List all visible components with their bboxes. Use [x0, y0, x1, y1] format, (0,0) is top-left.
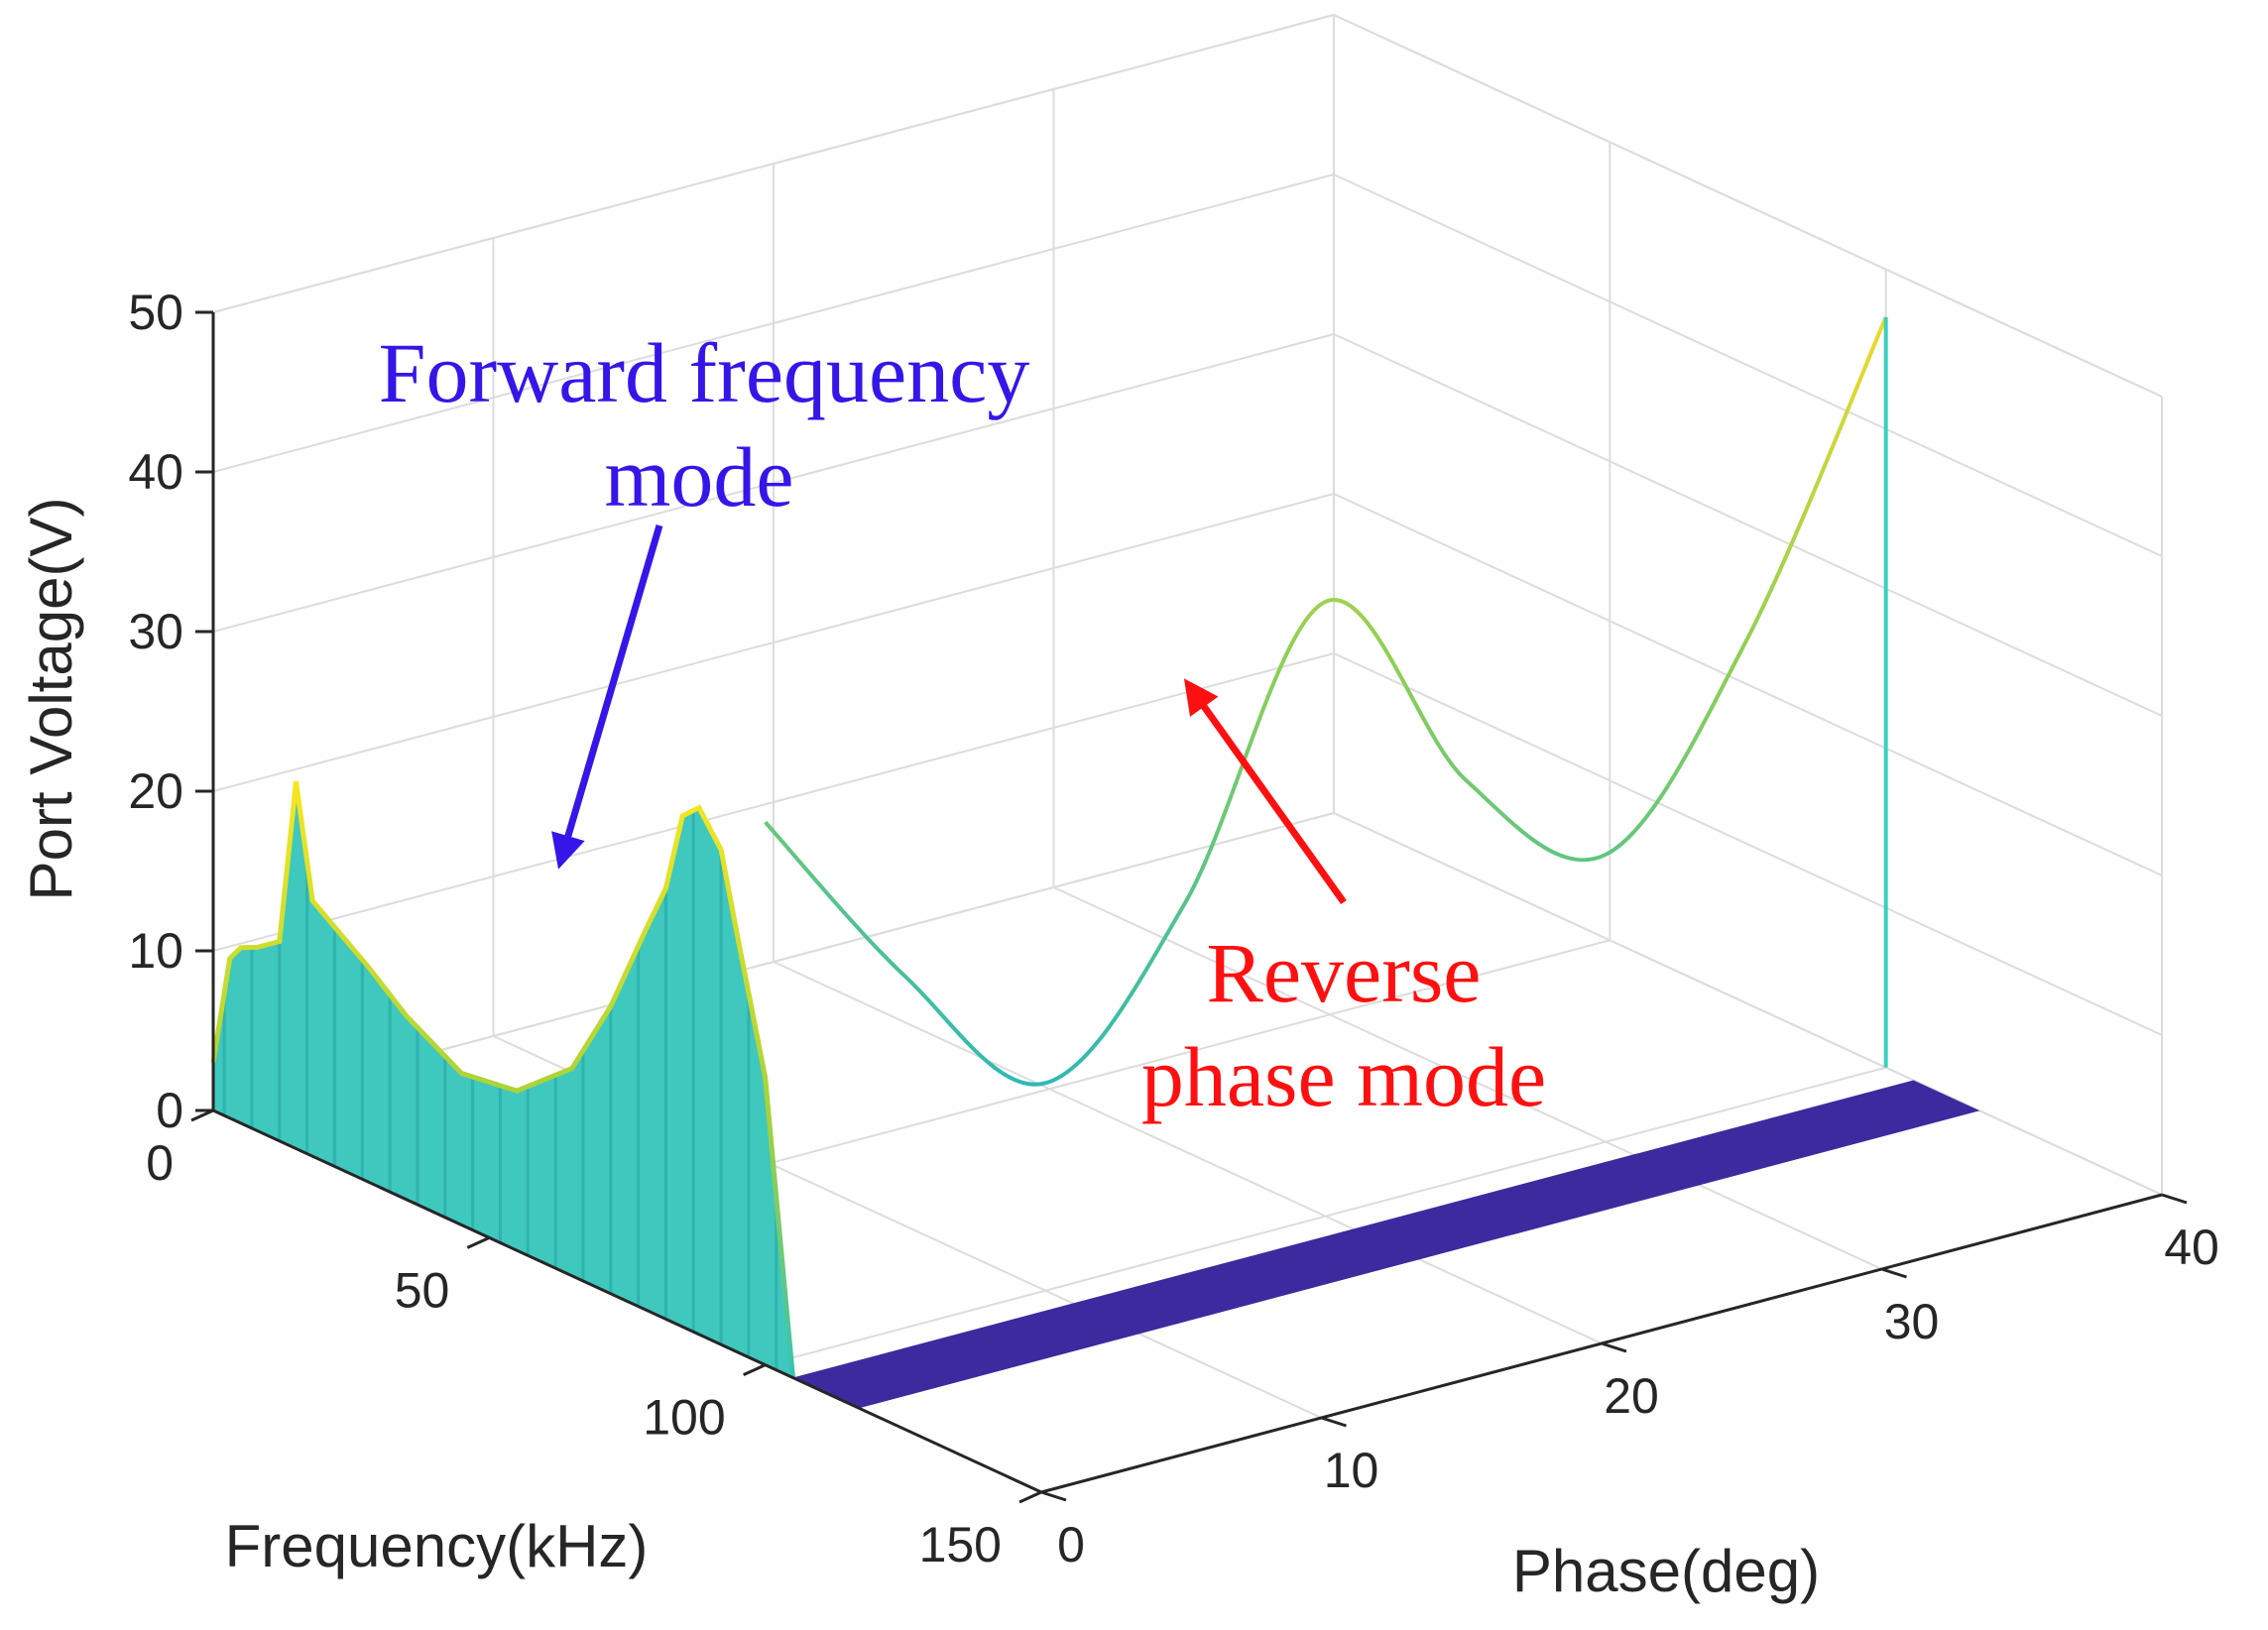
- y-tick-label: 40: [2164, 1220, 2219, 1275]
- x-tick-label: 50: [395, 1262, 450, 1318]
- grid-line: [1333, 14, 2163, 398]
- reverse-annotation-arrow: [1183, 678, 1347, 905]
- x-tick-label: 150: [919, 1517, 1002, 1572]
- x-tick-label: 100: [643, 1390, 725, 1446]
- forward-annotation-line1: Forward frequency: [379, 325, 1030, 420]
- y-tick-label: 20: [1604, 1368, 1659, 1424]
- floor-strip: [792, 1080, 1980, 1409]
- forward-frequency-surface: [213, 781, 793, 1378]
- z-tick-label: 10: [128, 923, 183, 979]
- y-axis-label: Phase(deg): [1512, 1538, 1820, 1604]
- grid-line: [773, 961, 1603, 1344]
- x-axis-label: Frequency(kHz): [225, 1513, 649, 1579]
- y-tick-label: 0: [1057, 1517, 1085, 1572]
- y-tick-label: 10: [1324, 1443, 1379, 1498]
- z-tick-label: 50: [128, 285, 183, 340]
- z-tick-label: 30: [128, 604, 183, 659]
- z-tick-label: 20: [128, 763, 183, 819]
- forward-annotation-line2: mode: [604, 429, 793, 524]
- forward-frequency-curve: [210, 780, 795, 1378]
- grid-line: [765, 1066, 1886, 1366]
- grid-line: [212, 14, 1335, 313]
- forward-wall: [213, 781, 793, 1378]
- z-axis-label: Port Voltage(V): [18, 498, 84, 901]
- tick-labels: 0 10 20 30 40 50 0 50 100 150 0 10 20 30 40: [128, 285, 2218, 1572]
- reverse-phase-curve: [764, 316, 1888, 1087]
- x-axis: [212, 1108, 1042, 1494]
- grid-line: [1333, 812, 2163, 1196]
- grid-line: [1333, 174, 2163, 557]
- grid-line: [1053, 886, 1882, 1270]
- grid-line: [1333, 493, 2163, 876]
- grid-lines: [212, 14, 2163, 1493]
- x-tick-label: 0: [146, 1135, 174, 1191]
- floor-surface: [792, 1080, 1980, 1409]
- grid-line: [1333, 652, 2163, 1036]
- reverse-annotation-line2: phase mode: [1141, 1029, 1546, 1124]
- forward-annotation-arrow: [551, 524, 663, 870]
- grid-line: [1333, 333, 2163, 717]
- reverse-annotation-line1: Reverse: [1207, 925, 1482, 1020]
- y-tick-label: 30: [1884, 1294, 1940, 1349]
- z-tick-label: 40: [128, 444, 183, 500]
- z-tick-label: 0: [156, 1083, 183, 1138]
